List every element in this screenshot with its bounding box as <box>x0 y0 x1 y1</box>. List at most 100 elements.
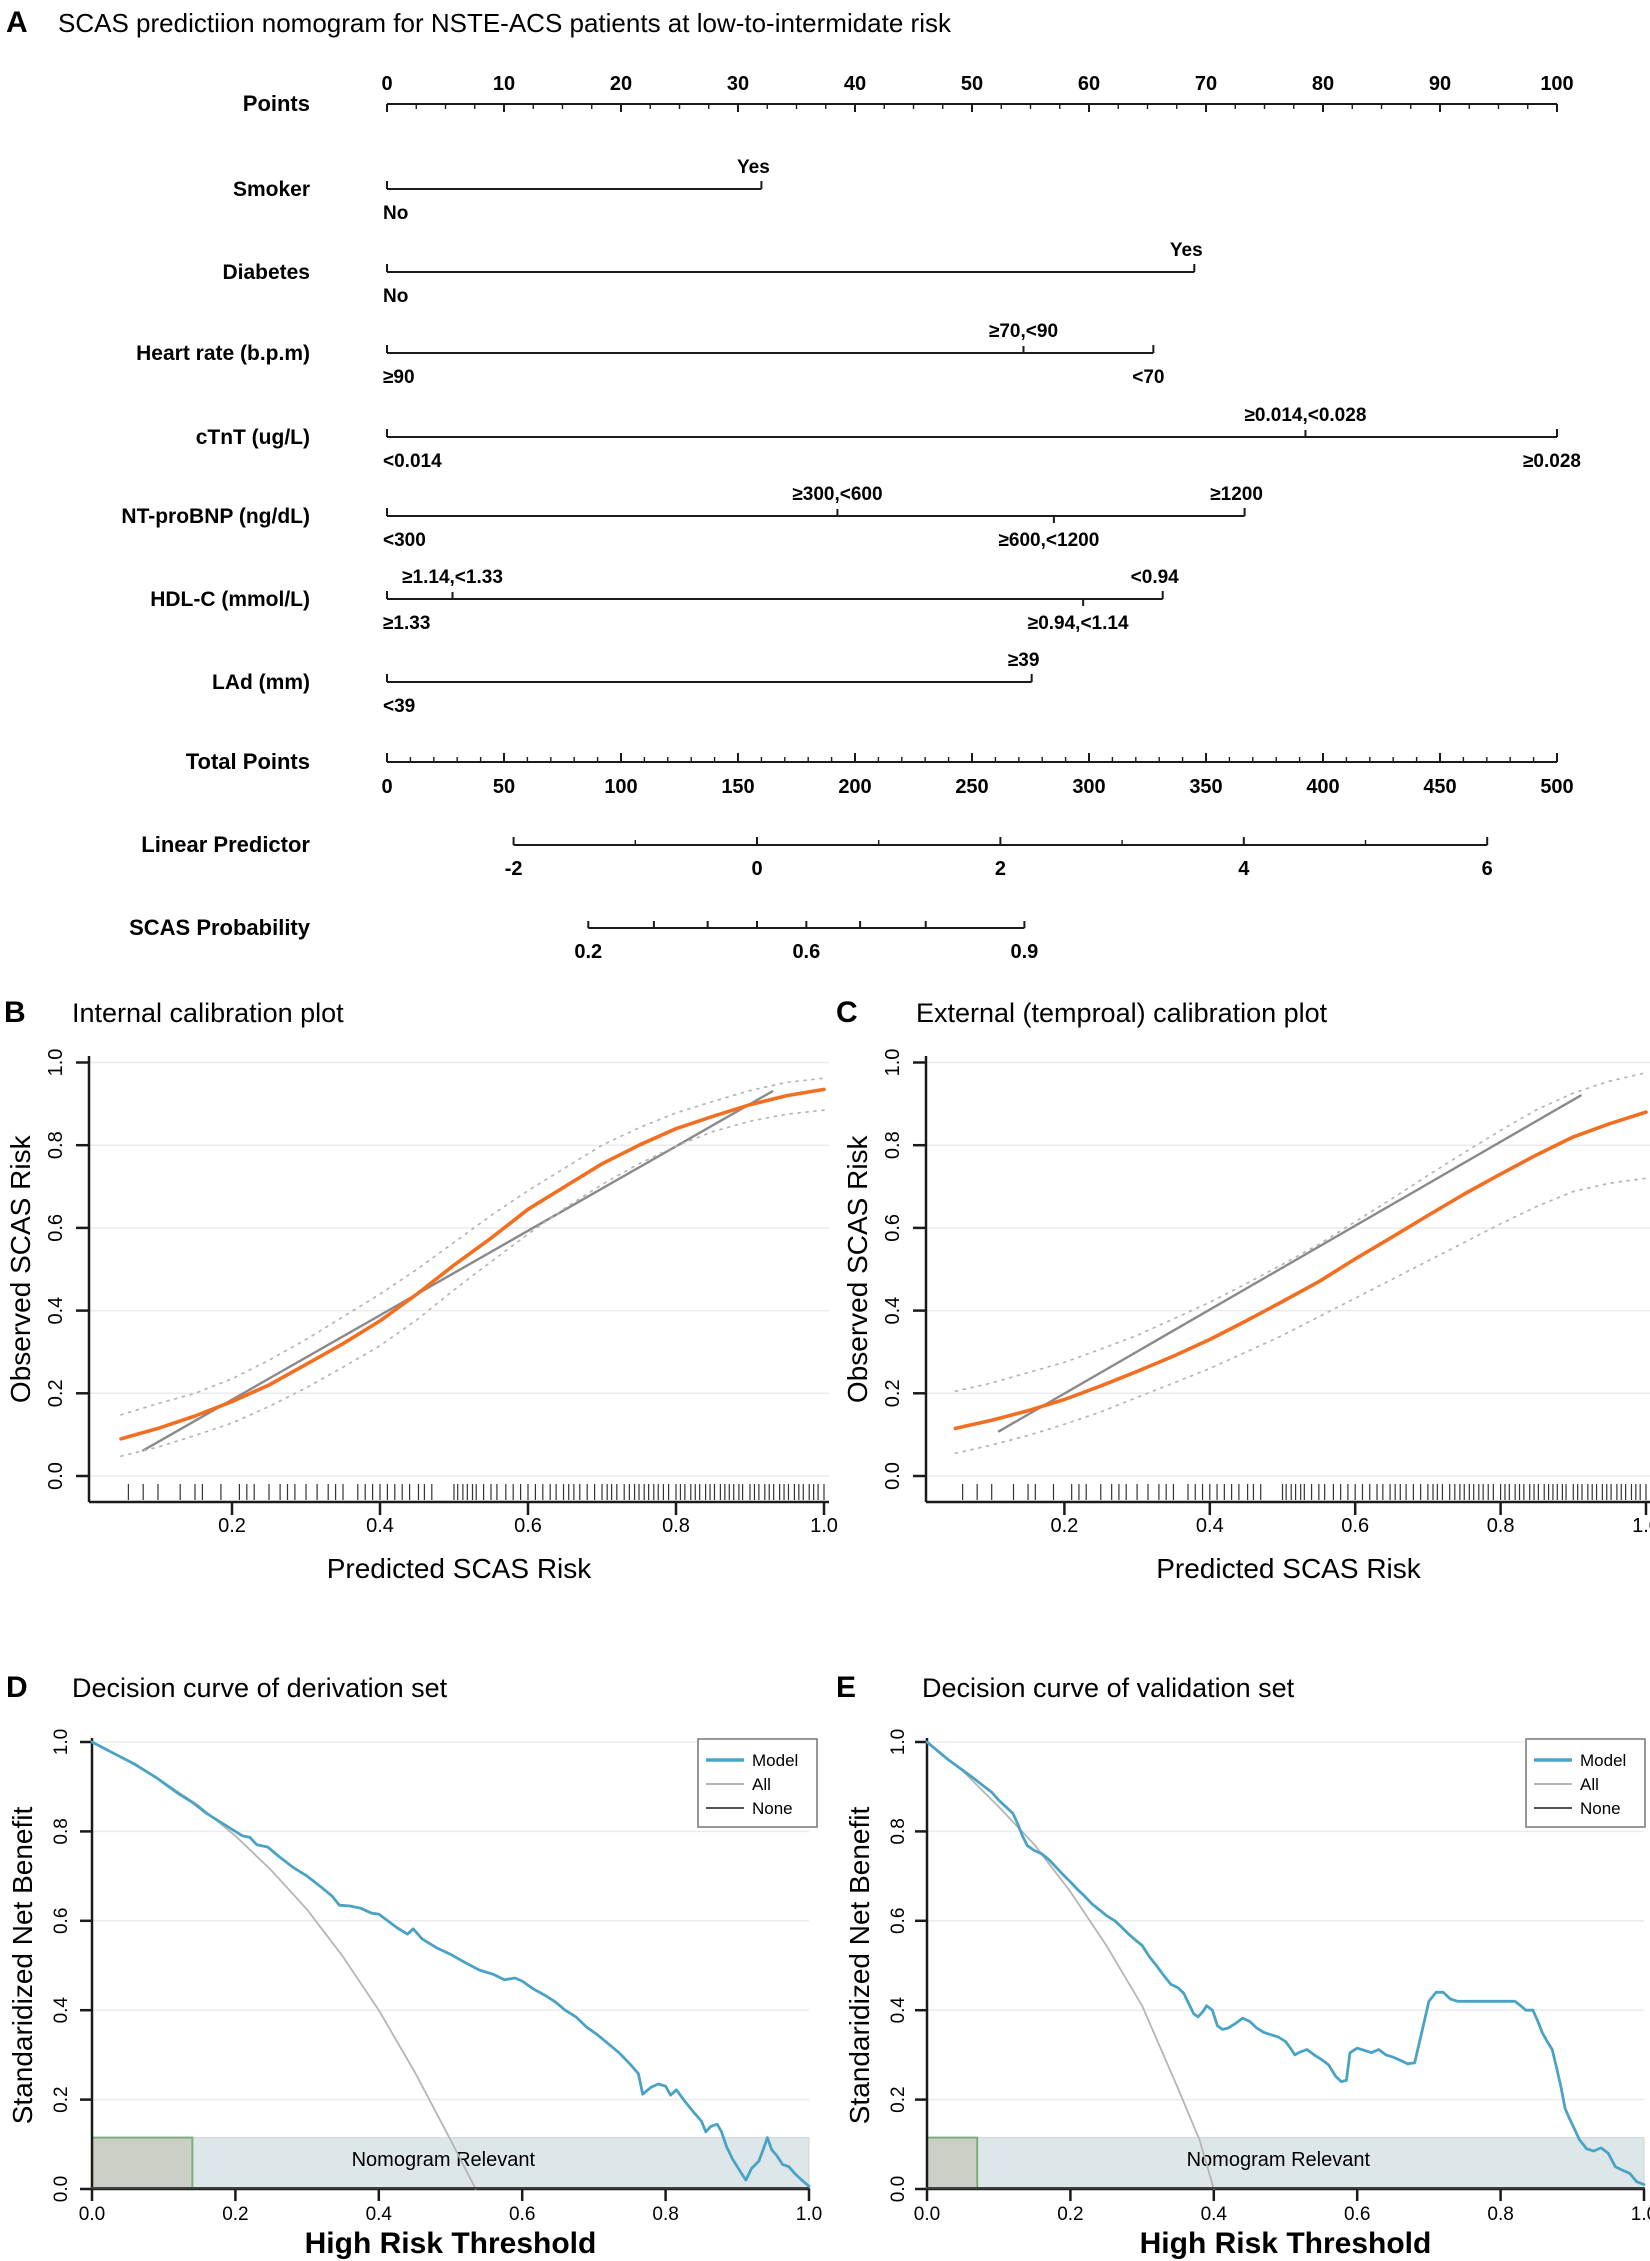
x-tick-label: 0.8 <box>662 1515 690 1537</box>
total-points-tick-label: 200 <box>838 776 871 798</box>
points-tick-label: 100 <box>1540 73 1573 95</box>
value-label: <0.014 <box>383 451 442 472</box>
row-nt-probnp-ng-dl: NT-proBNP (ng/dL) <300 ≥300,<600 ≥600,<1200… <box>121 484 1263 551</box>
row-label: LAd (mm) <box>212 671 310 694</box>
series-all <box>91 1741 477 2190</box>
value-label: ≥600,<1200 <box>999 530 1100 551</box>
row-label: Smoker <box>233 178 310 201</box>
x-tick-label: 0.4 <box>366 2204 393 2225</box>
points-tick-label: 30 <box>727 73 749 95</box>
y-tick-label: 0.8 <box>45 1131 67 1159</box>
x-axis-title: Predicted SCAS Risk <box>1156 1553 1422 1584</box>
panel-letter: E <box>836 1671 856 1704</box>
panel-title: External (temproal) calibration plot <box>916 998 1328 1028</box>
series-ci-lower <box>954 1177 1647 1455</box>
y-tick-label: 0.6 <box>888 1908 909 1934</box>
total-points-tick-label: 350 <box>1189 776 1222 798</box>
threshold-box <box>91 2136 194 2189</box>
panel-letter: C <box>836 996 858 1029</box>
y-tick-label: 0.2 <box>51 2086 72 2112</box>
panel-title: Internal calibration plot <box>72 998 344 1028</box>
points-tick-label: 50 <box>961 73 983 95</box>
x-tick-label: 0.8 <box>1487 1515 1515 1537</box>
value-label: <300 <box>383 530 426 551</box>
x-tick-label: 0.0 <box>914 2204 940 2225</box>
y-tick-label: 0.2 <box>888 2086 909 2112</box>
legend-label-all: All <box>1580 1775 1599 1794</box>
x-tick-label: 0.4 <box>1201 2204 1228 2225</box>
total-points-tick-label: 0 <box>381 776 392 798</box>
linear-predictor-axis: Linear Predictor -2 0 2 4 6 <box>141 832 1492 880</box>
row-hdl-c-mmol-l: HDL-C (mmol/L) ≥1.33 ≥1.14,<1.33 ≥0.94,<1.1… <box>150 567 1179 634</box>
threshold-box <box>926 2136 979 2189</box>
total-points-tick-label: 150 <box>721 776 754 798</box>
series-ideal <box>997 1094 1582 1433</box>
nomogram-relevant-band <box>926 2137 1645 2189</box>
value-label: ≥39 <box>1008 650 1040 671</box>
total-points-tick-label: 100 <box>604 776 637 798</box>
total-points-tick-label: 400 <box>1306 776 1339 798</box>
x-tick-label: 0.4 <box>366 1515 394 1537</box>
y-tick-label: 0.2 <box>882 1379 904 1407</box>
value-label: ≥90 <box>383 367 415 388</box>
value-label: No <box>383 286 408 307</box>
x-tick-label: 0.6 <box>1344 2204 1370 2225</box>
x-tick-label: 1.0 <box>796 2204 822 2225</box>
value-label: ≥300,<600 <box>792 484 882 505</box>
row-label: HDL-C (mmol/L) <box>150 588 310 611</box>
probability-tick-label: 0.9 <box>1010 941 1038 963</box>
total-points-tick-label: 50 <box>493 776 515 798</box>
total-points-tick-label: 500 <box>1540 776 1573 798</box>
legend-label-all: All <box>752 1775 771 1794</box>
row-lad-mm: LAd (mm) <39 ≥39 <box>212 650 1039 717</box>
probability-label: SCAS Probability <box>129 915 311 940</box>
points-tick-label: 0 <box>381 73 392 95</box>
panel-b-calibration: B Internal calibration plot 0.0 0.2 0.4 0.6 0.… <box>4 996 838 1584</box>
value-label: ≥0.028 <box>1523 451 1581 472</box>
value-label: ≥70,<90 <box>989 321 1058 342</box>
y-tick-label: 0.8 <box>882 1131 904 1159</box>
points-tick-label: 40 <box>844 73 866 95</box>
panel-a-letter: A <box>6 6 28 39</box>
total-points-label: Total Points <box>186 749 310 774</box>
linear-predictor-tick-label: 0 <box>751 858 762 880</box>
y-tick-label: 0.6 <box>45 1214 67 1242</box>
row-label: NT-proBNP (ng/dL) <box>121 505 310 528</box>
y-tick-label: 0.0 <box>51 2176 72 2202</box>
y-tick-label: 1.0 <box>882 1049 904 1077</box>
value-label: ≥1.33 <box>383 613 430 634</box>
series-ci-upper <box>954 1071 1647 1393</box>
y-tick-label: 0.4 <box>51 1997 72 2024</box>
value-label: No <box>383 203 408 224</box>
y-tick-label: 0.4 <box>45 1297 67 1325</box>
x-tick-label: 0.4 <box>1196 1515 1224 1537</box>
y-tick-label: 0.2 <box>45 1379 67 1407</box>
series-ci-lower <box>120 1109 825 1458</box>
panel-title: Decision curve of validation set <box>922 1673 1295 1703</box>
value-label: <70 <box>1132 367 1164 388</box>
points-tick-label: 70 <box>1195 73 1217 95</box>
points-tick-label: 20 <box>610 73 632 95</box>
x-tick-label: 0.0 <box>79 2204 105 2225</box>
x-tick-label: 0.6 <box>514 1515 542 1537</box>
y-tick-label: 0.0 <box>882 1462 904 1490</box>
panel-letter: D <box>6 1671 28 1704</box>
points-axis-label: Points <box>243 91 310 116</box>
points-axis: Points 0 10 20 30 40 50 60 70 80 90 100 <box>243 73 1574 116</box>
total-points-tick-label: 450 <box>1423 776 1456 798</box>
y-tick-label: 0.6 <box>882 1214 904 1242</box>
nomogram-relevant-band <box>91 2137 810 2189</box>
x-tick-label: 0.2 <box>222 2204 248 2225</box>
y-tick-label: 1.0 <box>45 1049 67 1077</box>
y-tick-label: 1.0 <box>51 1729 72 1755</box>
x-axis-title: High Risk Threshold <box>1140 2227 1432 2260</box>
x-axis-title: Predicted SCAS Risk <box>327 1553 593 1584</box>
panel-d-decision: D Decision curve of derivation set Nomogra… <box>6 1671 822 2260</box>
series-model <box>925 1740 1646 2186</box>
row-label: Heart rate (b.p.m) <box>136 342 310 365</box>
y-tick-label: 0.0 <box>45 1462 67 1490</box>
row-ctnt-ug-l: cTnT (ug/L) <0.014 ≥0.014,<0.028 ≥0.028 <box>196 405 1581 472</box>
x-tick-label: 0.2 <box>1057 2204 1083 2225</box>
y-axis-title: Observed SCAS Risk <box>5 1134 36 1403</box>
